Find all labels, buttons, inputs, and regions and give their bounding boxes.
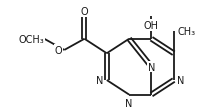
Text: N: N [125, 98, 133, 108]
Text: OCH₃: OCH₃ [19, 34, 44, 44]
Text: O: O [81, 7, 88, 17]
Text: OH: OH [144, 21, 159, 30]
Text: N: N [96, 75, 103, 85]
Text: CH₃: CH₃ [177, 27, 195, 37]
Text: N: N [148, 62, 155, 72]
Text: N: N [177, 75, 184, 85]
Text: O: O [54, 45, 62, 55]
